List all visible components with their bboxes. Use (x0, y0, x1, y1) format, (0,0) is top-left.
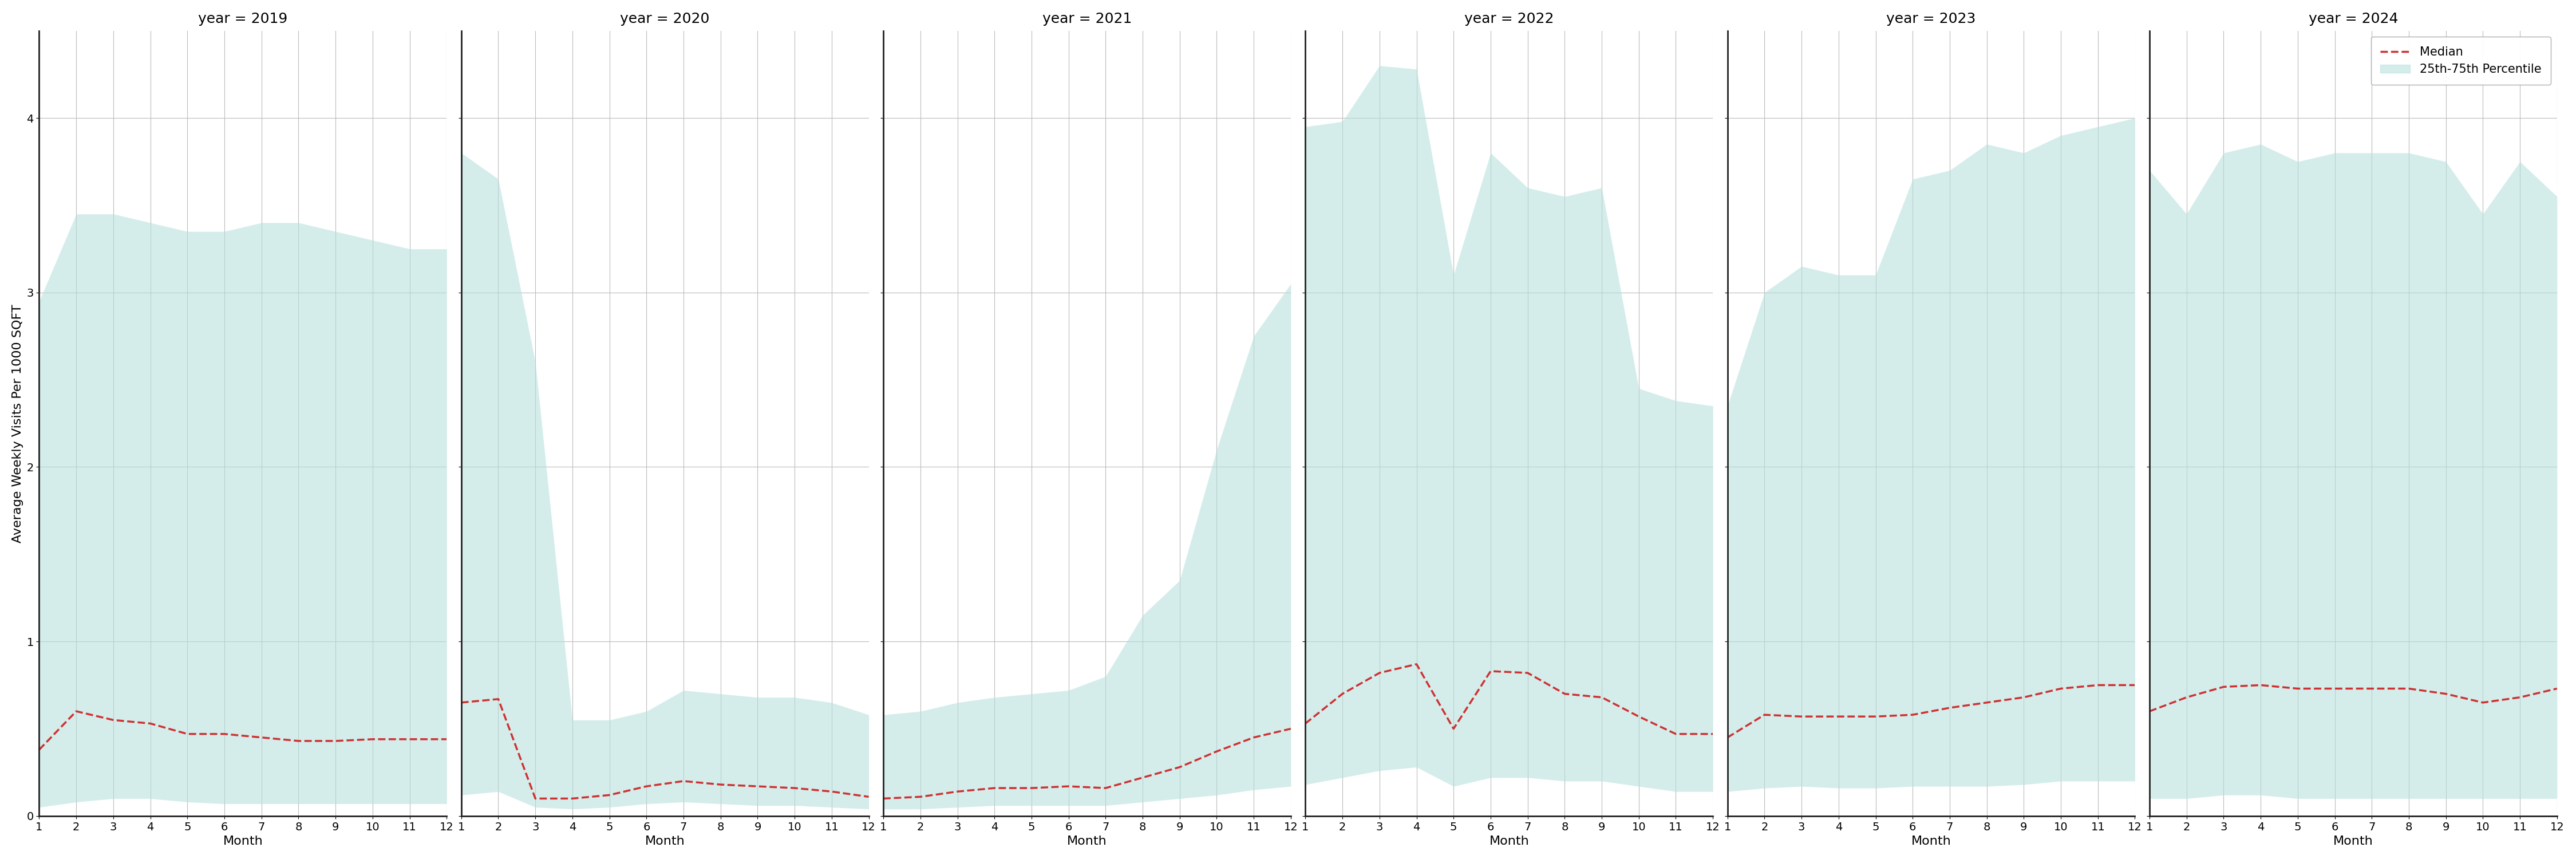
X-axis label: Month: Month (224, 836, 263, 847)
X-axis label: Month: Month (644, 836, 685, 847)
Title: year = 2020: year = 2020 (621, 12, 711, 26)
X-axis label: Month: Month (1911, 836, 1950, 847)
X-axis label: Month: Month (1066, 836, 1108, 847)
X-axis label: Month: Month (2334, 836, 2372, 847)
Title: year = 2024: year = 2024 (2308, 12, 2398, 26)
X-axis label: Month: Month (1489, 836, 1530, 847)
Legend: Median, 25th-75th Percentile: Median, 25th-75th Percentile (2370, 37, 2550, 85)
Y-axis label: Average Weekly Visits Per 1000 SQFT: Average Weekly Visits Per 1000 SQFT (13, 304, 23, 543)
Title: year = 2023: year = 2023 (1886, 12, 1976, 26)
Title: year = 2019: year = 2019 (198, 12, 289, 26)
Title: year = 2022: year = 2022 (1463, 12, 1553, 26)
Title: year = 2021: year = 2021 (1043, 12, 1131, 26)
